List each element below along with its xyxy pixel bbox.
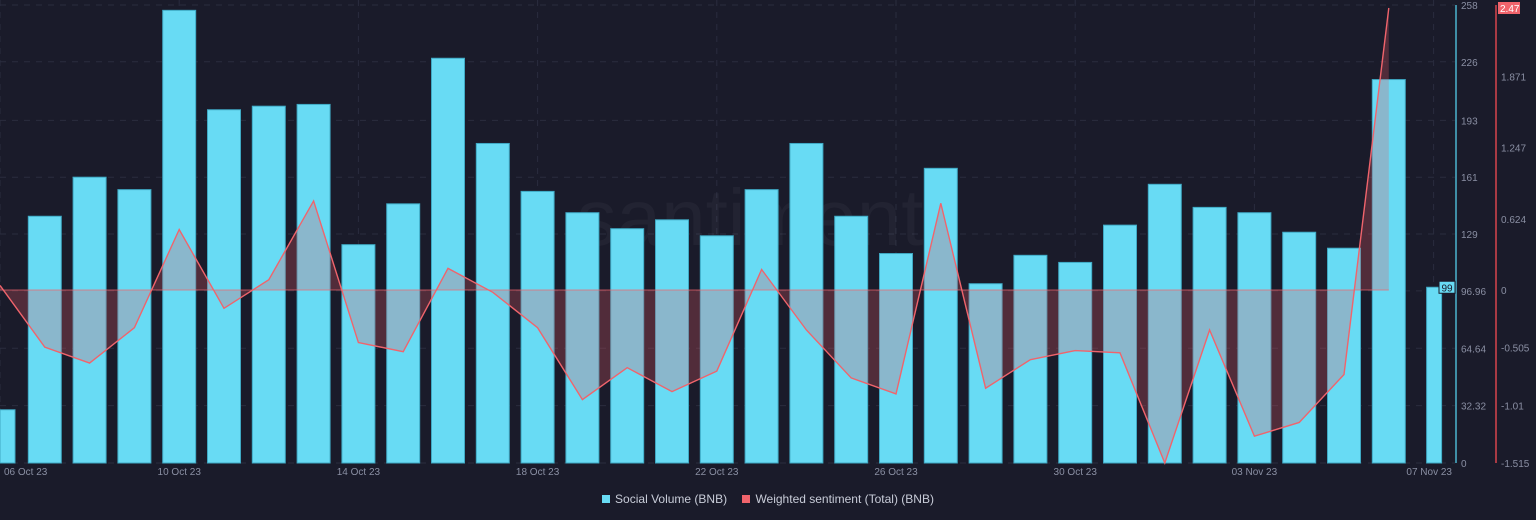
bar bbox=[834, 215, 869, 464]
right-last-value-badge bbox=[1498, 2, 1520, 14]
sentiment-line bbox=[0, 7, 1390, 466]
right-tick-label: 0 bbox=[1501, 286, 1507, 297]
bar bbox=[610, 228, 645, 464]
bar bbox=[207, 109, 241, 464]
bar bbox=[879, 253, 913, 464]
left-last-value-badge bbox=[1438, 280, 1456, 294]
left-tick-label: 96.96 bbox=[1461, 287, 1486, 298]
bar bbox=[565, 212, 600, 464]
left-tick-label: 161 bbox=[1461, 173, 1478, 184]
bar bbox=[1426, 286, 1443, 464]
bar bbox=[1192, 206, 1227, 464]
bar bbox=[1058, 261, 1093, 464]
right-tick-label: -1.515 bbox=[1501, 459, 1530, 470]
left-last-value-text: 99 bbox=[1441, 283, 1453, 294]
legend: Social Volume (BNB) Weighted sentiment (… bbox=[0, 492, 1536, 506]
bar bbox=[520, 190, 555, 464]
legend-item-social-volume[interactable]: Social Volume (BNB) bbox=[602, 492, 727, 506]
bar bbox=[1371, 79, 1406, 464]
bar bbox=[475, 142, 510, 464]
bar bbox=[296, 103, 331, 464]
left-tick-label: 32.32 bbox=[1461, 402, 1486, 413]
left-tick-label: 0 bbox=[1461, 459, 1467, 470]
x-tick-label: 03 Nov 23 bbox=[1232, 467, 1278, 478]
right-tick-label: 1.871 bbox=[1501, 72, 1526, 83]
bar bbox=[1147, 183, 1182, 464]
x-tick-label: 18 Oct 23 bbox=[516, 467, 560, 478]
bar bbox=[968, 283, 1003, 464]
bar bbox=[27, 215, 62, 464]
bar bbox=[789, 142, 824, 464]
bars bbox=[0, 9, 1443, 464]
bar bbox=[1103, 224, 1137, 464]
sentiment-line-path bbox=[0, 7, 1390, 466]
x-tick-label: 07 Nov 23 bbox=[1406, 467, 1452, 478]
left-tick-label: 64.64 bbox=[1461, 344, 1486, 355]
left-tick-label: 193 bbox=[1461, 116, 1478, 127]
x-tick-label: 30 Oct 23 bbox=[1054, 467, 1098, 478]
bar bbox=[251, 105, 286, 464]
right-tick-label: 1.247 bbox=[1501, 144, 1526, 155]
legend-swatch bbox=[602, 495, 611, 503]
bar bbox=[72, 176, 107, 464]
right-tick-label: -0.505 bbox=[1501, 344, 1530, 355]
bar bbox=[923, 167, 958, 464]
right-tick-label: -1.01 bbox=[1501, 401, 1524, 412]
x-tick-label: 10 Oct 23 bbox=[158, 467, 202, 478]
bar bbox=[0, 409, 16, 464]
x-tick-label: 26 Oct 23 bbox=[874, 467, 918, 478]
left-tick-label: 129 bbox=[1461, 230, 1478, 241]
legend-swatch bbox=[742, 495, 751, 503]
legend-item-weighted-sentiment[interactable]: Weighted sentiment (Total) (BNB) bbox=[742, 492, 934, 506]
bar bbox=[431, 57, 465, 464]
right-last-value-text: 2.47 bbox=[1500, 4, 1520, 15]
x-tick-label: 14 Oct 23 bbox=[337, 467, 381, 478]
bar bbox=[1237, 212, 1272, 464]
bar bbox=[655, 219, 689, 464]
x-tick-label: 22 Oct 23 bbox=[695, 467, 739, 478]
left-tick-label: 226 bbox=[1461, 58, 1478, 69]
bar bbox=[699, 235, 734, 464]
x-tick-label: 06 Oct 23 bbox=[4, 467, 48, 478]
bar bbox=[341, 244, 376, 464]
chart: santiment 25822619316112996.9664.6432.32… bbox=[0, 0, 1530, 478]
left-tick-label: 258 bbox=[1461, 1, 1478, 12]
bar bbox=[744, 189, 779, 464]
sentiment-area bbox=[0, 8, 1389, 463]
bar bbox=[386, 203, 421, 464]
right-tick-label: 0.624 bbox=[1501, 215, 1526, 226]
axes: 258 226 193 161 129 96.96 64.64 32.32 0 1.871 1.24… bbox=[4, 1, 1530, 478]
bar bbox=[162, 9, 197, 464]
bar bbox=[1282, 231, 1317, 464]
